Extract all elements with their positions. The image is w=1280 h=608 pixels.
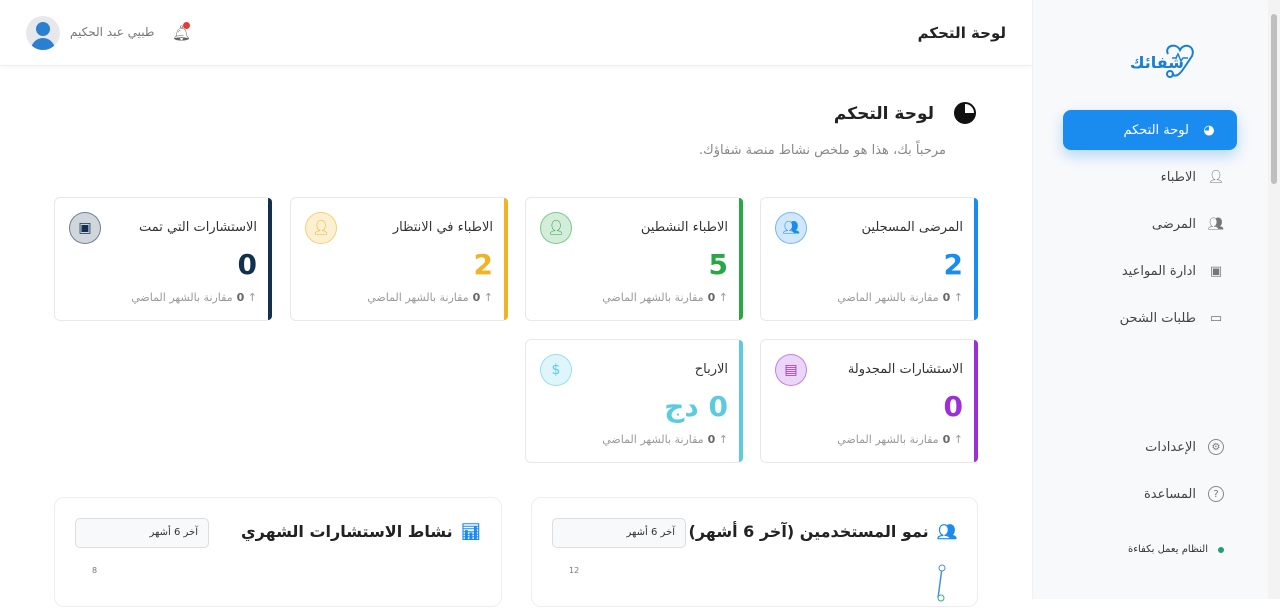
top-header: لوحة التحكم طبيي عبد الحكيم 🔔︎ — [0, 0, 1032, 66]
card-compare: ↑ 0مقارنة بالشهر الماضي — [837, 291, 963, 304]
calendar-check-icon: ▣ — [1209, 263, 1223, 279]
y-tick: 8 — [92, 566, 98, 575]
y-tick: 12 — [569, 566, 580, 575]
doctor-icon: 👤︎ — [540, 212, 572, 244]
sidebar-item[interactable]: ▣ ادارة المواعيد — [1122, 251, 1224, 291]
pie-chart-icon: ◕ — [1203, 122, 1215, 138]
sidebar-item-label: الإعدادات — [1145, 439, 1196, 455]
sidebar-item-label: المساعدة — [1143, 486, 1196, 502]
doctor-icon: 👤︎ — [305, 212, 337, 244]
sidebar-item-label: طلبات الشحن — [1119, 310, 1196, 326]
card-value: 2 — [943, 248, 963, 281]
card-title: المرضى المسجلين — [861, 220, 963, 235]
user-growth-chart: 👥︎ نمو المستخدمين (آخر 6 أشهر) آخر 6 أشهر… — [531, 497, 978, 607]
line-series — [937, 564, 946, 602]
users-icon: 👥︎ — [1207, 216, 1225, 232]
page-icon — [954, 102, 976, 124]
system-status: النظام يعمل بكفاءة — [1128, 544, 1224, 555]
calendar-check-icon: ▣ — [69, 212, 101, 244]
stat-card: الاطباء في الانتظار 2 ↑ 0مقارنة بالشهر ا… — [290, 197, 508, 321]
card-compare: ↑ 0مقارنة بالشهر الماضي — [602, 433, 728, 446]
stat-card: الاطباء النشطين 5 ↑ 0مقارنة بالشهر الماض… — [525, 197, 743, 321]
avatar[interactable] — [26, 16, 60, 50]
card-value: 2 — [473, 248, 493, 281]
card-title: الارباح — [694, 362, 728, 377]
period-select[interactable]: آخر 6 أشهر — [75, 518, 209, 548]
gear-icon: ⚙ — [1208, 439, 1224, 455]
card-title: الاستشارات المجدولة — [847, 362, 963, 377]
dollar-icon: $ — [540, 354, 572, 386]
consultations-chart: 📊︎ نشاط الاستشارات الشهري آخر 6 أشهر 8 — [54, 497, 502, 607]
card-compare: ↑ 0مقارنة بالشهر الماضي — [131, 291, 257, 304]
header-title: لوحة التحكم — [917, 24, 1006, 42]
users-icon: 👥︎ — [936, 522, 957, 541]
period-select[interactable]: آخر 6 أشهر — [552, 518, 686, 548]
card-title: الاطباء في الانتظار — [392, 220, 493, 235]
chart-title: نشاط الاستشارات الشهري — [240, 522, 453, 541]
card-value: 5 — [708, 248, 728, 281]
sidebar-item[interactable]: ? المساعدة — [1144, 474, 1224, 514]
users-icon: 👥︎ — [775, 212, 807, 244]
sidebar-item[interactable]: 👤︎ الاطباء — [1160, 157, 1225, 197]
sidebar-item-label: ادارة المواعيد — [1121, 263, 1196, 279]
sidebar: شفائك ◕ لوحة التحكم 👤︎ الاطباء 👥︎ المرضى ▣ ادار… — [1032, 0, 1268, 599]
stat-card: الاستشارات المجدولة 0 ↑ 0مقارنة بالشهر ا… — [760, 339, 978, 463]
calendar-icon: ▤ — [775, 354, 807, 386]
page-subtitle: مرحباً بك، هذا هو ملخص نشاط منصة شفاؤك. — [698, 143, 946, 158]
sidebar-item-label: المرضى — [1151, 216, 1196, 232]
stat-card: الارباح 0 دج ↑ 0مقارنة بالشهر الماضي $ — [525, 339, 743, 463]
doctor-icon: 👤︎ — [1207, 169, 1225, 185]
user-name: طبيي عبد الحكيم — [70, 25, 155, 39]
help-icon: ? — [1208, 486, 1224, 502]
sidebar-item-label: الاطباء — [1160, 169, 1196, 185]
card-title: الاطباء النشطين — [640, 220, 728, 235]
sidebar-item[interactable]: 👥︎ المرضى — [1152, 204, 1224, 244]
card-value: 0 — [237, 248, 257, 281]
stat-card: الاستشارات التي تمت 0 ↑ 0مقارنة بالشهر ا… — [54, 197, 272, 321]
card-title: الاستشارات التي تمت — [138, 220, 257, 235]
stat-card: المرضى المسجلين 2 ↑ 0مقارنة بالشهر الماض… — [760, 197, 978, 321]
bell-icon[interactable]: 🔔︎ — [172, 22, 192, 42]
bar-chart-icon: 📊︎ — [460, 522, 481, 541]
card-value: 0 — [943, 390, 963, 423]
wallet-icon: ▭ — [1209, 310, 1223, 326]
chart-title: نمو المستخدمين (آخر 6 أشهر) — [688, 522, 929, 541]
sidebar-item[interactable]: ◕ لوحة التحكم — [1063, 110, 1237, 150]
scrollbar[interactable] — [1268, 0, 1280, 599]
sidebar-item[interactable]: ▭ طلبات الشحن — [1120, 298, 1224, 338]
status-text: النظام يعمل بكفاءة — [1128, 544, 1208, 555]
card-value: 0 دج — [664, 390, 728, 423]
stethoscope-heart-icon — [1166, 44, 1194, 78]
card-compare: ↑ 0مقارنة بالشهر الماضي — [837, 433, 963, 446]
card-compare: ↑ 0مقارنة بالشهر الماضي — [367, 291, 493, 304]
sidebar-item[interactable]: ⚙ الإعدادات — [1145, 427, 1224, 467]
sidebar-item-label: لوحة التحكم — [1123, 122, 1189, 138]
brand-name: شفائك — [1129, 53, 1184, 72]
card-compare: ↑ 0مقارنة بالشهر الماضي — [602, 291, 728, 304]
page-title: لوحة التحكم — [833, 104, 934, 124]
